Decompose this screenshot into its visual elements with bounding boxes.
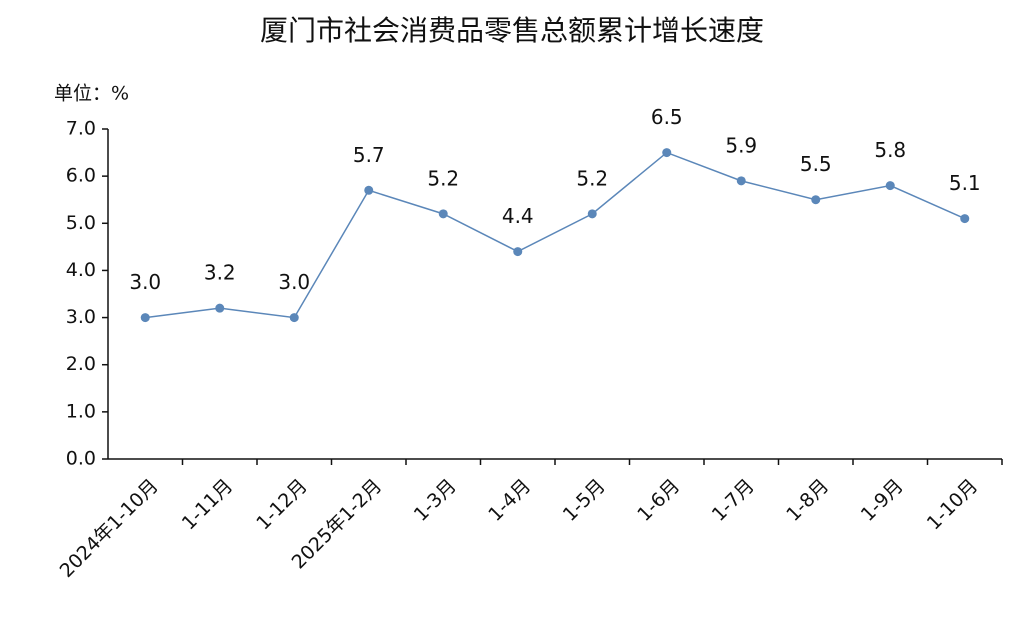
value-label: 5.9 bbox=[725, 133, 757, 157]
point bbox=[736, 176, 746, 186]
value-label: 5.2 bbox=[427, 166, 459, 190]
y-tick-label: 0.0 bbox=[66, 448, 96, 470]
y-tick-label: 1.0 bbox=[66, 400, 96, 422]
value-label: 3.2 bbox=[204, 261, 236, 285]
value-label: 5.5 bbox=[800, 152, 832, 176]
y-tick-label: 2.0 bbox=[66, 353, 96, 375]
x-tick-label: 1-5月 bbox=[559, 475, 610, 526]
point bbox=[438, 209, 448, 219]
x-tick-label: 1-8月 bbox=[782, 475, 833, 526]
value-label: 5.7 bbox=[353, 143, 385, 167]
point bbox=[885, 181, 895, 191]
point bbox=[289, 313, 299, 323]
point bbox=[960, 214, 970, 224]
value-label: 3.0 bbox=[129, 270, 161, 294]
chart-title: 厦门市社会消费品零售总额累计增长速度 bbox=[260, 14, 764, 47]
x-tick-label: 1-11月 bbox=[178, 475, 237, 534]
point bbox=[140, 313, 150, 323]
value-label: 5.1 bbox=[949, 171, 981, 195]
point bbox=[587, 209, 597, 219]
x-tick-label: 1-6月 bbox=[633, 475, 684, 526]
y-tick-label: 6.0 bbox=[66, 165, 96, 187]
x-tick-label: 1-7月 bbox=[708, 475, 759, 526]
value-label: 4.4 bbox=[502, 204, 534, 228]
y-tick-label: 7.0 bbox=[66, 118, 96, 140]
x-tick-label: 2024年1-10月 bbox=[56, 475, 163, 582]
value-label: 5.8 bbox=[874, 138, 906, 162]
point bbox=[662, 148, 672, 158]
line bbox=[145, 151, 966, 319]
point bbox=[513, 247, 523, 257]
value-label: 6.5 bbox=[651, 105, 683, 129]
y-tick-label: 3.0 bbox=[66, 306, 96, 328]
point bbox=[215, 303, 225, 313]
x-tick-label: 1-9月 bbox=[857, 475, 908, 526]
x-tick-label: 1-10月 bbox=[923, 475, 982, 534]
x-tick-label: 1-12月 bbox=[252, 475, 311, 534]
unit-label: 单位：% bbox=[54, 83, 129, 105]
value-label: 3.0 bbox=[278, 270, 310, 294]
y-tick-label: 4.0 bbox=[66, 259, 96, 281]
value-label: 5.2 bbox=[576, 166, 608, 190]
point bbox=[364, 185, 374, 195]
x-tick-label: 1-3月 bbox=[410, 475, 461, 526]
x-tick-label: 1-4月 bbox=[484, 475, 535, 526]
point bbox=[811, 195, 821, 205]
y-tick-label: 5.0 bbox=[66, 212, 96, 234]
